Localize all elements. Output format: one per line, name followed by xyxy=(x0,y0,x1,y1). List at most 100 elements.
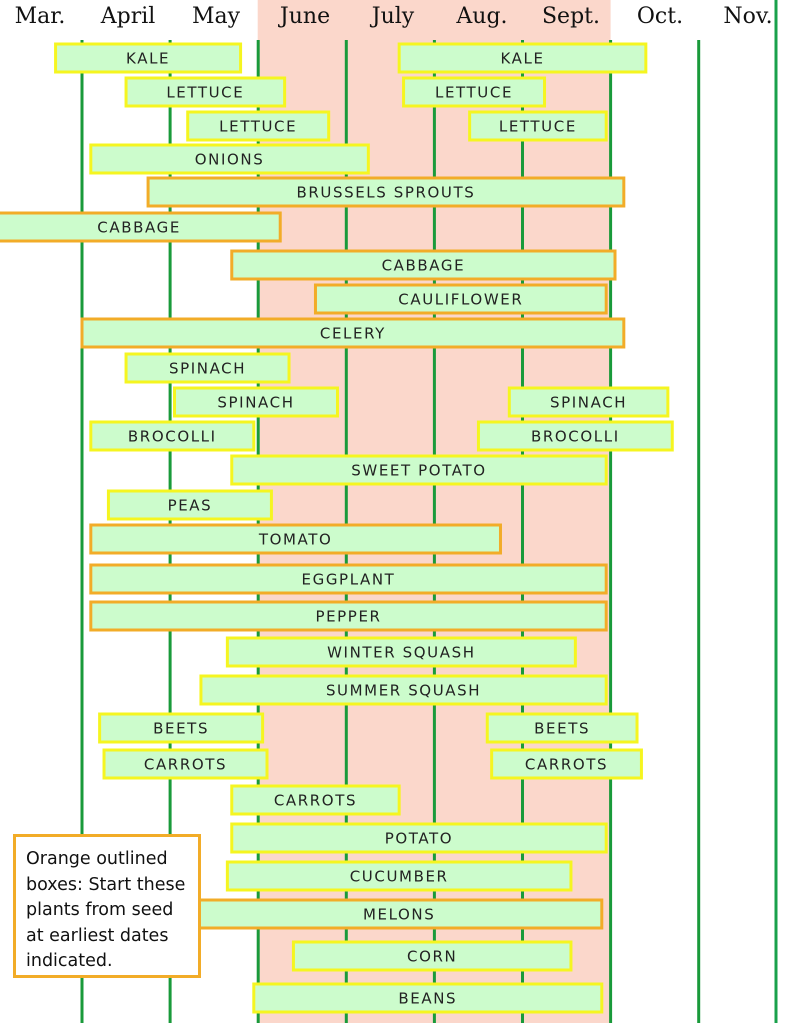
bar-rect xyxy=(0,211,282,243)
bar-lettuce: LETTUCE xyxy=(124,76,287,108)
month-label: Nov. xyxy=(723,4,772,29)
bar-melons: MELONS xyxy=(195,898,604,930)
bar-label: EGGPLANT xyxy=(302,571,396,589)
bar-label: POTATO xyxy=(385,830,454,848)
bar-eggplant: EGGPLANT xyxy=(89,563,608,595)
bar-sweet-potato: SWEET POTATO xyxy=(230,454,608,486)
bar-label: MELONS xyxy=(363,906,435,924)
bar-rect xyxy=(230,249,617,281)
month-label: Mar. xyxy=(15,4,66,29)
bar-rect xyxy=(468,110,608,142)
month-label: Oct. xyxy=(637,4,683,29)
bar-cucumber: CUCUMBER xyxy=(225,860,573,892)
bar-label: PEAS xyxy=(168,497,213,515)
bar-label: CARROTS xyxy=(144,756,227,774)
bar-rect xyxy=(397,42,648,74)
bar-label: BEETS xyxy=(153,720,209,738)
bar-peas: PEAS xyxy=(106,489,273,521)
bar-rect xyxy=(230,822,608,854)
bar-rect xyxy=(89,523,502,555)
bar-beans: BEANS xyxy=(252,982,604,1014)
bar-spinach: SPINACH xyxy=(173,386,339,418)
bar-brussels-sprouts: BRUSSELS SPROUTS xyxy=(146,176,626,208)
bar-label: LETTUCE xyxy=(166,84,244,102)
bar-cabbage: CABBAGE xyxy=(230,249,617,281)
bar-carrots: CARROTS xyxy=(102,748,269,780)
bar-kale: KALE xyxy=(54,42,243,74)
bar-label: SWEET POTATO xyxy=(351,462,486,480)
bar-label: BEETS xyxy=(534,720,590,738)
bar-rect xyxy=(186,110,331,142)
bar-rect xyxy=(89,600,608,632)
bar-rect xyxy=(98,712,265,744)
bar-rect xyxy=(102,748,269,780)
bar-label: PEPPER xyxy=(315,608,381,626)
bar-cauliflower: CAULIFLOWER xyxy=(313,283,608,315)
bar-rect xyxy=(89,563,608,595)
bar-rect xyxy=(54,42,243,74)
bar-rect xyxy=(80,317,626,349)
bar-rect xyxy=(485,712,639,744)
bar-rect xyxy=(230,784,401,816)
bar-label: CELERY xyxy=(320,325,386,343)
bar-label: BEANS xyxy=(398,990,457,1008)
bar-label: SPINACH xyxy=(169,360,246,378)
bar-rect xyxy=(89,143,370,175)
bar-rect xyxy=(225,860,573,892)
bar-label: TOMATO xyxy=(258,531,333,549)
bar-spinach: SPINACH xyxy=(507,386,670,418)
bar-label: CAULIFLOWER xyxy=(398,291,523,309)
bar-rect xyxy=(199,674,608,706)
bar-brocolli: BROCOLLI xyxy=(476,420,674,452)
bar-label: ONIONS xyxy=(195,151,265,169)
bar-rect xyxy=(124,352,291,384)
bar-potato: POTATO xyxy=(230,822,608,854)
bar-summer-squash: SUMMER SQUASH xyxy=(199,674,608,706)
bar-label: LETTUCE xyxy=(219,118,297,136)
month-label: Aug. xyxy=(455,4,507,29)
bar-label: SPINACH xyxy=(550,394,627,412)
bar-rect xyxy=(230,454,608,486)
bar-rect xyxy=(124,76,287,108)
bar-beets: BEETS xyxy=(98,712,265,744)
month-label: July xyxy=(370,4,415,29)
bar-label: CARROTS xyxy=(525,756,608,774)
bar-rect xyxy=(507,386,670,418)
bar-rect xyxy=(195,898,604,930)
month-label: June xyxy=(278,4,330,29)
bar-label: CARROTS xyxy=(274,792,357,810)
bar-rect xyxy=(313,283,608,315)
bar-rect xyxy=(89,420,256,452)
bar-carrots: CARROTS xyxy=(230,784,401,816)
bar-label: SPINACH xyxy=(217,394,294,412)
bar-label: BRUSSELS SPROUTS xyxy=(296,184,475,202)
bar-label: LETTUCE xyxy=(435,84,513,102)
bar-label: KALE xyxy=(126,50,170,68)
bar-onions: ONIONS xyxy=(89,143,370,175)
bar-carrots: CARROTS xyxy=(490,748,643,780)
bar-rect xyxy=(291,940,573,972)
bar-spinach: SPINACH xyxy=(124,352,291,384)
bar-rect xyxy=(173,386,339,418)
bar-cabbage: CABBAGE xyxy=(0,211,282,243)
bar-pepper: PEPPER xyxy=(89,600,608,632)
bar-label: SUMMER SQUASH xyxy=(326,682,481,700)
legend-text: Orange outlined boxes: Start these plant… xyxy=(26,849,186,971)
bar-label: CABBAGE xyxy=(382,257,466,275)
bar-rect xyxy=(146,176,626,208)
bar-label: LETTUCE xyxy=(499,118,577,136)
bar-label: WINTER SQUASH xyxy=(327,644,475,662)
bar-winter-squash: WINTER SQUASH xyxy=(225,636,577,668)
bar-tomato: TOMATO xyxy=(89,523,502,555)
bar-celery: CELERY xyxy=(80,317,626,349)
bar-rect xyxy=(252,982,604,1014)
month-label: April xyxy=(100,4,156,29)
bar-rect xyxy=(225,636,577,668)
bar-rect xyxy=(402,76,547,108)
legend-note: Orange outlined boxes: Start these plant… xyxy=(13,834,201,978)
bar-kale: KALE xyxy=(397,42,648,74)
bar-beets: BEETS xyxy=(485,712,639,744)
bar-label: CABBAGE xyxy=(97,219,181,237)
bar-label: CUCUMBER xyxy=(350,868,449,886)
